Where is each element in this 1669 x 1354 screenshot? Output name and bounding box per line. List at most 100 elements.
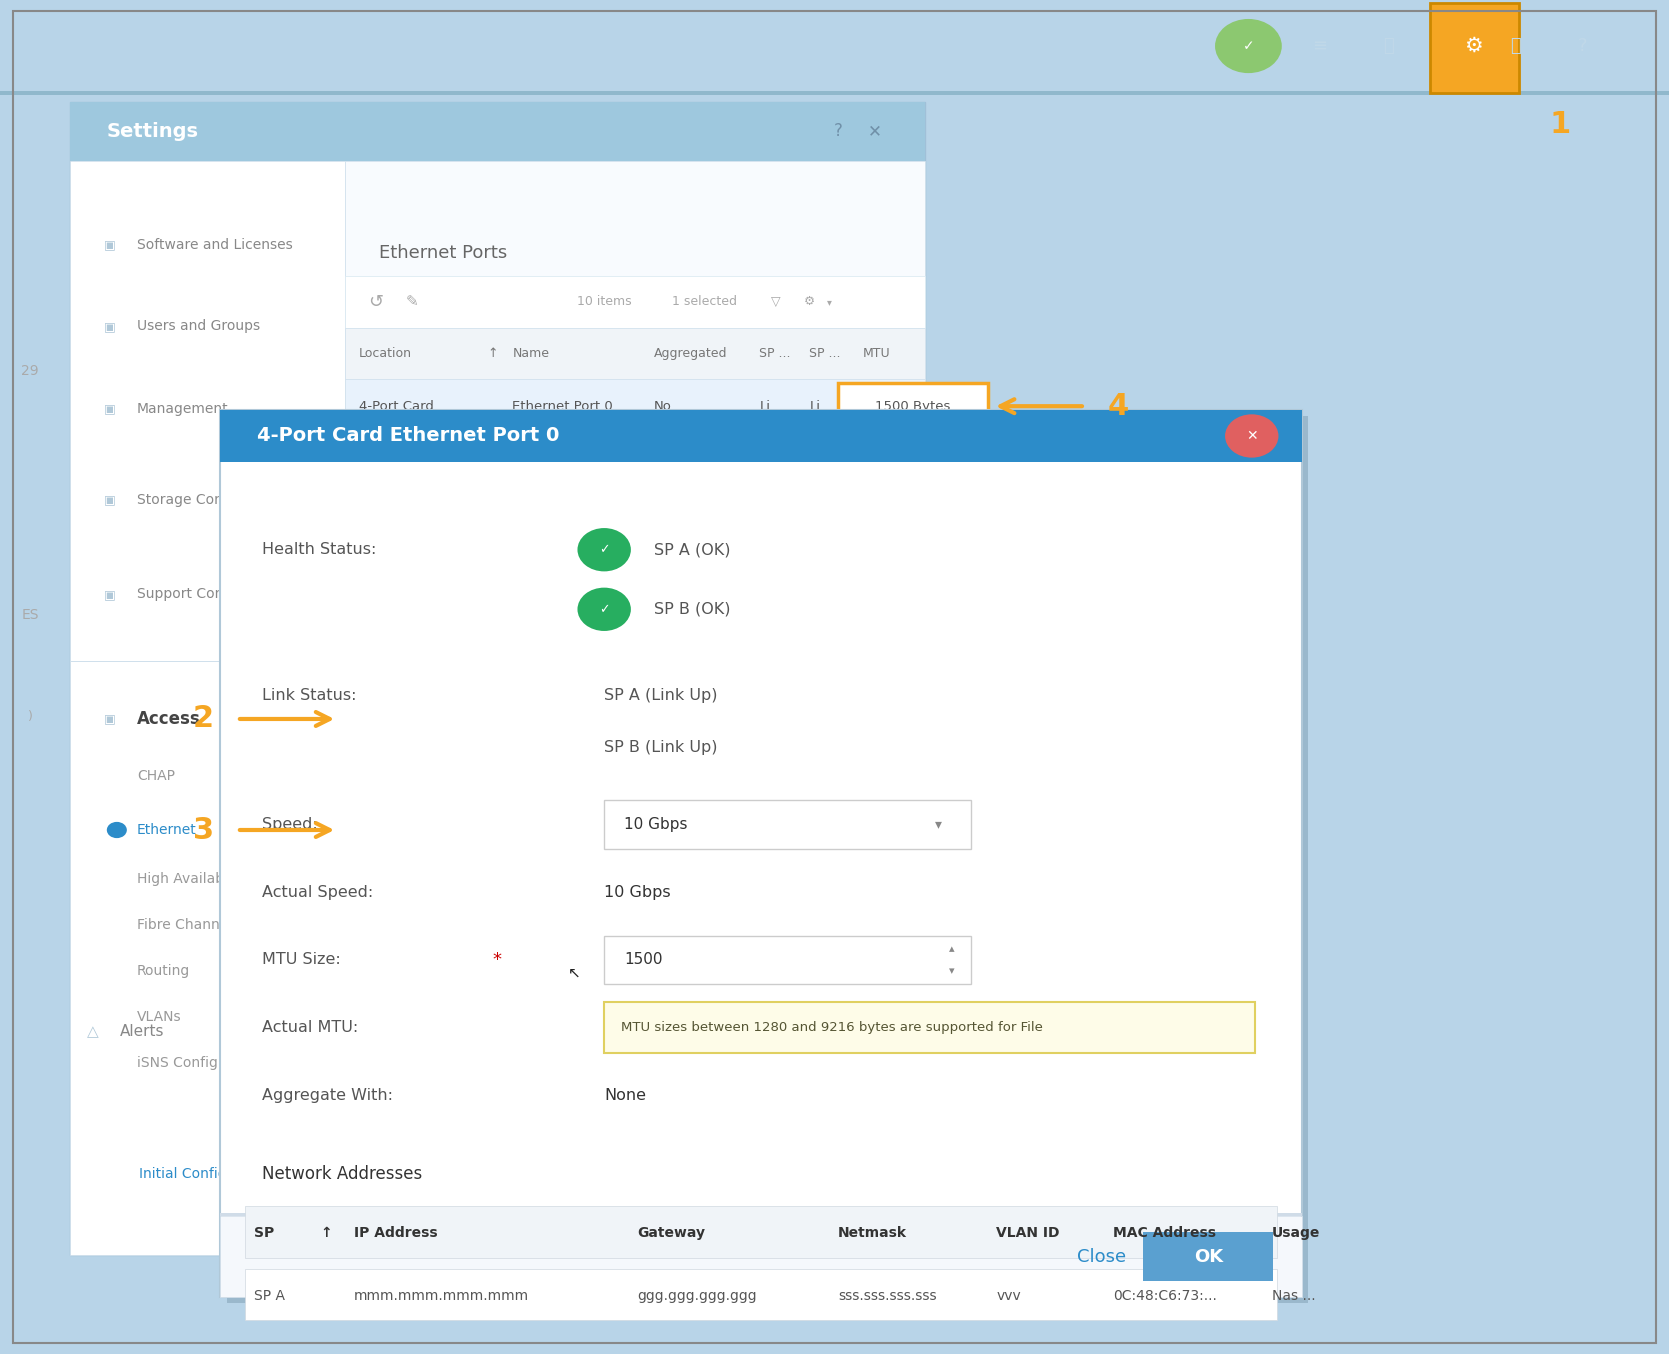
Text: 4-Port Card: 4-Port Card — [359, 399, 434, 413]
Text: Support Configura...: Support Configura... — [137, 588, 277, 601]
Text: ▾: ▾ — [828, 297, 831, 307]
Bar — [220, 410, 1302, 1297]
Text: OK: OK — [1193, 1247, 1223, 1266]
Text: 4-Port Card: 4-Port Card — [359, 454, 434, 467]
Text: Actual MTU:: Actual MTU: — [262, 1020, 359, 1036]
Text: ▣: ▣ — [103, 402, 115, 416]
Text: Users and Groups: Users and Groups — [137, 320, 260, 333]
Bar — [220, 1213, 1302, 1216]
Text: CHAP: CHAP — [137, 769, 175, 783]
Text: Routing: Routing — [137, 964, 190, 978]
Text: ↖: ↖ — [567, 965, 581, 982]
Text: Fibre Channel: Fibre Channel — [137, 918, 232, 932]
Text: MAC Address: MAC Address — [1113, 1227, 1217, 1240]
Bar — [1430, 3, 1519, 93]
Text: ?: ? — [833, 122, 843, 141]
Text: VLAN ID: VLAN ID — [996, 1227, 1060, 1240]
Text: MTU sizes between 1280 and 9216 bytes are supported for File: MTU sizes between 1280 and 9216 bytes ar… — [621, 1021, 1043, 1034]
Text: ↑: ↑ — [487, 347, 497, 360]
Text: Netmask: Netmask — [838, 1227, 906, 1240]
Text: ): ) — [28, 709, 32, 723]
Bar — [1143, 1232, 1273, 1281]
Text: ≡: ≡ — [1312, 37, 1329, 56]
Bar — [70, 161, 345, 1255]
Text: SP B (Link Up): SP B (Link Up) — [604, 739, 718, 756]
Text: Initial Configuration: Initial Configuration — [139, 1167, 277, 1181]
Bar — [0, 91, 1669, 95]
Text: 29: 29 — [22, 364, 38, 378]
Text: ⚙: ⚙ — [1464, 37, 1484, 56]
Bar — [345, 433, 925, 487]
Text: ↑: ↑ — [320, 1227, 332, 1240]
Text: 10 Gbps: 10 Gbps — [624, 816, 688, 833]
Text: MTU Size:: MTU Size: — [262, 952, 340, 968]
Text: *: * — [492, 951, 501, 969]
Bar — [838, 383, 988, 429]
Text: ✕: ✕ — [868, 122, 881, 141]
Text: 1 selected: 1 selected — [673, 295, 736, 309]
Text: ▣: ▣ — [103, 588, 115, 601]
Text: ▾: ▾ — [948, 965, 955, 976]
Text: SP A: SP A — [254, 1289, 285, 1303]
Text: Storage Configura...: Storage Configura... — [137, 493, 277, 506]
Text: ...: ... — [809, 454, 821, 467]
Text: MTU: MTU — [863, 347, 891, 360]
Text: None: None — [604, 1087, 646, 1104]
Text: Usage: Usage — [1272, 1227, 1320, 1240]
Text: ▣: ▣ — [103, 320, 115, 333]
Text: ▣: ▣ — [103, 238, 115, 252]
Text: ggg.ggg.ggg.ggg: ggg.ggg.ggg.ggg — [638, 1289, 758, 1303]
Text: ✓: ✓ — [1243, 39, 1253, 53]
Text: SP ...: SP ... — [759, 347, 791, 360]
Text: Health Status:: Health Status: — [262, 542, 377, 558]
Text: Speed:: Speed: — [262, 816, 317, 833]
Bar — [227, 416, 1308, 1303]
Text: SP B (OK): SP B (OK) — [654, 601, 731, 617]
Text: SP A (Link Up): SP A (Link Up) — [604, 688, 718, 704]
Text: Access: Access — [137, 709, 200, 728]
Bar — [70, 661, 345, 662]
Text: ✓: ✓ — [599, 543, 609, 556]
Circle shape — [577, 588, 631, 631]
Text: ↺: ↺ — [367, 292, 384, 311]
Text: IP Address: IP Address — [354, 1227, 437, 1240]
Text: Network Addresses: Network Addresses — [262, 1164, 422, 1183]
Text: vvv: vvv — [996, 1289, 1021, 1303]
Text: Gateway: Gateway — [638, 1227, 706, 1240]
Text: Ethernet: Ethernet — [137, 823, 197, 837]
Bar — [0, 0, 1669, 92]
Circle shape — [1225, 414, 1278, 458]
Text: ✕: ✕ — [1247, 429, 1257, 443]
Text: VLANs: VLANs — [137, 1010, 182, 1024]
Text: mmm.mmm.mmm.mmm: mmm.mmm.mmm.mmm — [354, 1289, 529, 1303]
Text: ✓: ✓ — [599, 603, 609, 616]
Text: Link Status:: Link Status: — [262, 688, 357, 704]
Text: No: No — [654, 399, 673, 413]
Text: 0C:48:C6:73:...: 0C:48:C6:73:... — [1113, 1289, 1217, 1303]
Text: 1500: 1500 — [624, 952, 663, 968]
Text: ▾: ▾ — [935, 818, 941, 831]
Bar — [345, 328, 925, 379]
Text: ✎: ✎ — [406, 294, 419, 310]
Text: No: No — [654, 454, 673, 467]
Text: Actual Speed:: Actual Speed: — [262, 884, 374, 900]
Text: △: △ — [87, 1024, 98, 1040]
Text: ?: ? — [1577, 37, 1587, 56]
Text: 2: 2 — [194, 704, 214, 734]
Text: Aggregate With:: Aggregate With: — [262, 1087, 392, 1104]
Text: SP A (OK): SP A (OK) — [654, 542, 731, 558]
Text: sss.sss.sss.sss: sss.sss.sss.sss — [838, 1289, 936, 1303]
Bar — [220, 410, 1302, 462]
Text: Settings: Settings — [107, 122, 199, 141]
Bar — [245, 1206, 1277, 1258]
Circle shape — [1215, 19, 1282, 73]
Bar — [245, 1269, 1277, 1320]
Text: 10 items: 10 items — [577, 295, 631, 309]
Text: 10 Gbps: 10 Gbps — [604, 884, 671, 900]
Circle shape — [577, 528, 631, 571]
Text: ES: ES — [22, 608, 38, 621]
Text: Software and Licenses: Software and Licenses — [137, 238, 292, 252]
Bar — [70, 102, 925, 1255]
Bar — [345, 161, 925, 1255]
Text: SP ...: SP ... — [809, 347, 841, 360]
